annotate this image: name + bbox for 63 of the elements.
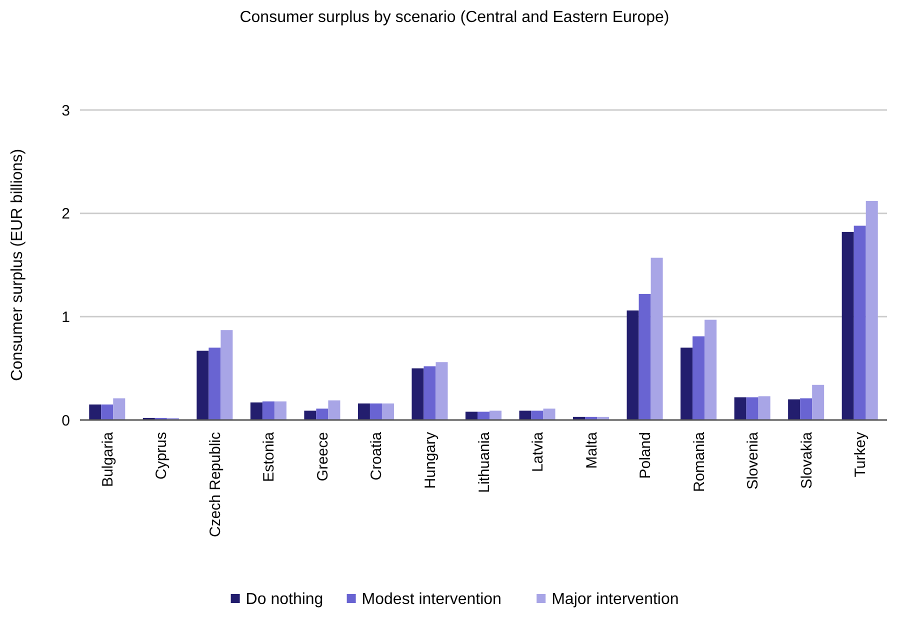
x-tick-label: Hungary [422,432,439,489]
bar [519,410,532,420]
x-tick-label: Turkey [852,432,870,478]
bar [477,412,490,420]
bar [412,368,424,420]
bar [626,310,639,420]
x-tick-label: Czech Republic [206,432,224,538]
bar [196,350,209,420]
y-axis-title: Consumer surplus (EUR billions) [9,148,26,382]
bar [250,402,262,420]
bar [543,408,556,420]
bar [274,401,286,420]
bar [208,348,221,420]
bar [531,410,544,420]
bar [692,336,705,420]
x-tick-label: Slovenia [744,431,762,490]
bar [800,398,812,420]
bar [680,348,693,420]
bar [262,401,274,420]
y-tick-label: 1 [62,308,70,326]
chart-title: Consumer surplus by scenario (Central and Eastern Europe) [240,9,670,26]
x-tick-label: Romania [690,431,708,492]
bar [316,408,328,420]
x-tick-label: Bulgaria [99,431,116,488]
x-tick-label: Croatia [368,431,386,480]
bar [465,412,478,420]
bar [89,404,102,420]
bar [358,403,370,420]
bar [650,258,663,420]
bar [424,366,436,420]
bar [490,410,502,420]
bar [638,294,651,420]
bar [734,397,746,420]
x-tick-label: Malta [583,431,600,469]
bar [788,399,800,420]
bar [370,403,382,420]
bar [758,396,770,420]
bar [866,200,878,420]
bar [220,330,233,420]
x-tick-label: Cyprus [153,432,170,480]
x-tick-label: Greece [314,432,332,482]
bar [842,232,854,420]
bar [382,403,394,420]
bar [304,410,316,420]
bar [854,226,866,420]
bar [436,362,448,420]
bar [704,320,717,420]
bar [746,397,758,420]
x-tick-label: Lithuania [476,431,493,493]
x-tick-label: Slovakia [798,431,816,489]
x-tick-label: Latvia [530,431,547,472]
bar [812,384,824,420]
legend-label: Do nothing [246,591,324,608]
bar [101,404,114,420]
legend-label: Major intervention [552,591,679,608]
bar [113,398,126,420]
y-tick-label: 2 [62,206,70,223]
y-tick-label: 3 [62,102,70,120]
bar [328,400,340,420]
legend-label: Modest intervention [362,591,502,608]
x-tick-label: Poland [637,432,654,479]
y-tick-label: 0 [62,412,70,430]
x-tick-label: Estonia [260,431,278,482]
